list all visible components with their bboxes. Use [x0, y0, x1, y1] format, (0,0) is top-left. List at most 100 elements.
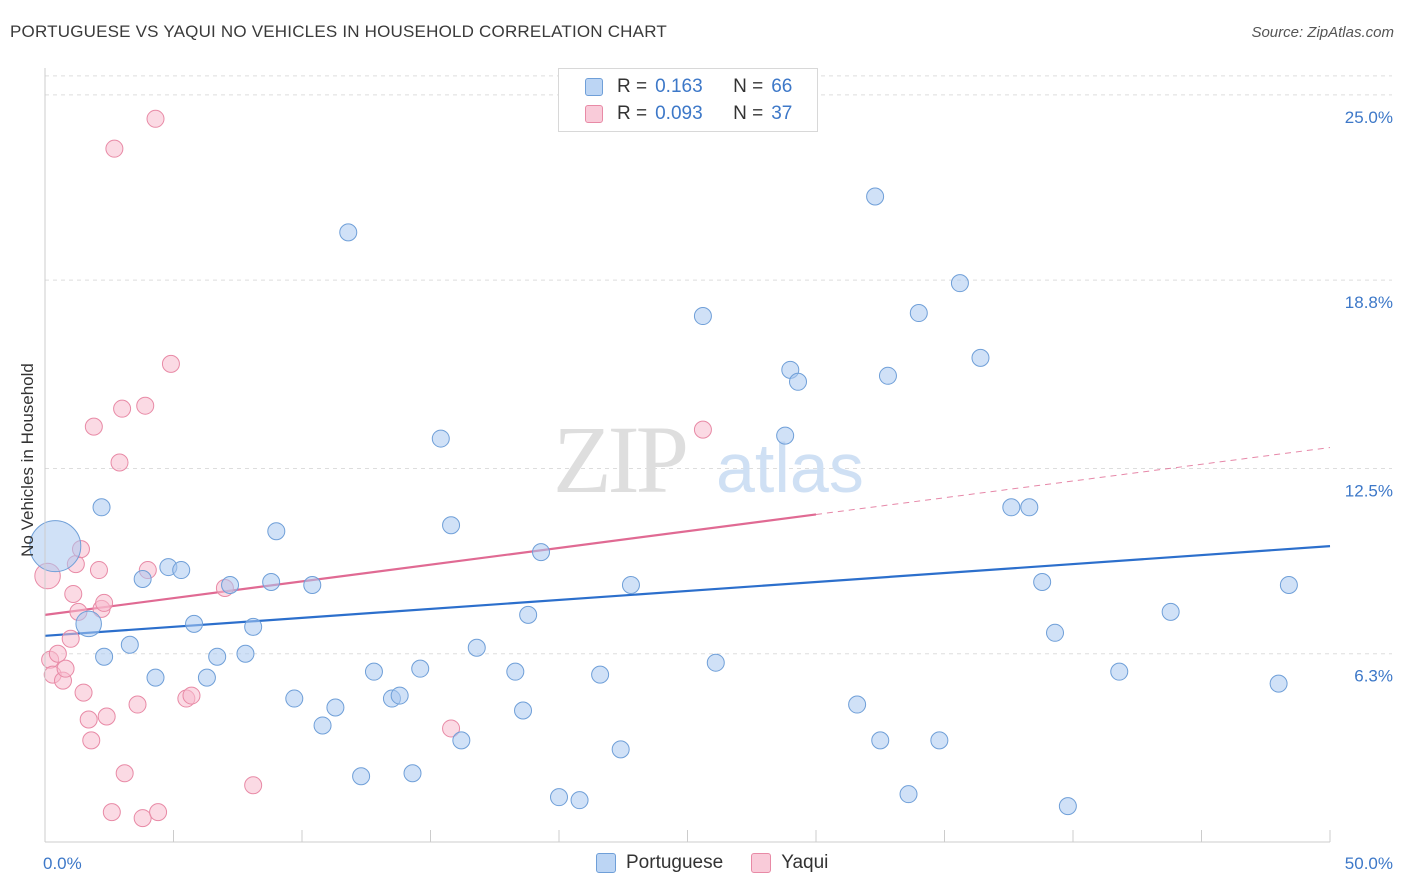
portuguese-point: [390, 686, 409, 705]
correlation-legend: R = 0.163 N = 66 R = 0.093 N = 37: [558, 68, 818, 132]
yaqui-point: [64, 584, 83, 603]
portuguese-point: [1161, 602, 1180, 621]
y-tick-label: 12.5%: [1345, 481, 1393, 500]
portuguese-point: [878, 366, 897, 385]
r-value: 0.163: [655, 76, 703, 97]
yaqui-point: [89, 561, 108, 580]
portuguese-point: [871, 731, 890, 750]
portuguese-point: [313, 716, 332, 735]
portuguese-point: [221, 575, 240, 594]
y-axis-label: No Vehicles in Household: [18, 363, 37, 557]
yaqui-point: [84, 417, 103, 436]
portuguese-point: [197, 668, 216, 687]
yaqui-point: [161, 354, 180, 373]
yaqui-point: [133, 809, 152, 828]
portuguese-point: [172, 561, 191, 580]
portuguese-point: [262, 573, 281, 592]
n-label: N =: [733, 76, 764, 97]
portuguese-point: [244, 617, 263, 636]
portuguese-point: [706, 653, 725, 672]
yaqui-point: [110, 453, 129, 472]
yaqui-point: [74, 683, 93, 702]
portuguese-point: [514, 701, 533, 720]
yaqui-label: Yaqui: [781, 852, 829, 873]
yaqui-point: [136, 396, 155, 415]
portuguese-point: [185, 614, 204, 633]
n-label: N =: [733, 103, 764, 124]
portuguese-point: [95, 647, 114, 666]
y-tick-label: 25.0%: [1345, 108, 1393, 127]
legend-item-portuguese: Portuguese: [596, 852, 723, 874]
portuguese-point: [364, 662, 383, 681]
axes: [44, 68, 1331, 843]
portuguese-point: [339, 223, 358, 242]
portuguese-point: [452, 731, 471, 750]
yaqui-swatch: [751, 853, 772, 873]
portuguese-point: [303, 575, 322, 594]
portuguese-point: [208, 647, 227, 666]
watermark: ZIP atlas: [553, 406, 864, 513]
yaqui-point: [105, 139, 124, 158]
portuguese-point: [506, 662, 525, 681]
portuguese-point: [776, 426, 795, 445]
portuguese-point: [591, 665, 610, 684]
yaqui-point: [442, 719, 461, 738]
gridlines: [45, 75, 1392, 655]
yaqui-trend-line: [44, 513, 817, 616]
portuguese-point: [1002, 498, 1021, 517]
r-value: 0.093: [655, 103, 703, 124]
portuguese-point: [29, 520, 82, 573]
yaqui-point: [102, 803, 121, 822]
yaqui-point: [61, 629, 80, 648]
yaqui-swatch: [585, 105, 603, 123]
portuguese-point: [133, 570, 152, 589]
portuguese-swatch: [596, 853, 616, 873]
portuguese-point: [92, 498, 111, 517]
portuguese-point: [621, 575, 640, 594]
n-value: 66: [771, 76, 793, 97]
trend-lines: [44, 447, 1331, 637]
portuguese-point: [909, 304, 928, 323]
source-label: Source: ZipAtlas.com: [1251, 24, 1394, 41]
yaqui-point: [97, 707, 116, 726]
portuguese-point: [1058, 797, 1077, 816]
yaqui-point: [56, 659, 75, 678]
yaqui-point: [182, 686, 201, 705]
portuguese-point: [285, 689, 304, 708]
n-value: 37: [771, 103, 793, 124]
yaqui-point: [95, 593, 114, 612]
portuguese-point: [120, 635, 139, 654]
portuguese-label: Portuguese: [626, 852, 724, 873]
portuguese-point: [146, 668, 165, 687]
portuguese-point: [930, 731, 949, 750]
x-tick-label: 50.0%: [1345, 854, 1393, 873]
portuguese-point: [75, 610, 102, 638]
portuguese-point: [1046, 623, 1065, 642]
legend-row-portuguese: R = 0.163 N = 66: [585, 75, 792, 99]
portuguese-point: [550, 788, 568, 807]
yaqui-point: [149, 803, 168, 822]
tick-labels: 6.3% 12.5% 18.8% 25.0% 0.0% 50.0%: [43, 108, 1393, 873]
portuguese-point: [1033, 573, 1052, 592]
portuguese-point: [899, 785, 918, 804]
legend-row-yaqui: R = 0.093 N = 37: [585, 102, 792, 126]
portuguese-point: [411, 659, 430, 678]
portuguese-point: [570, 791, 589, 810]
portuguese-point: [352, 767, 371, 786]
yaqui-point: [128, 695, 147, 714]
portuguese-point: [326, 698, 345, 717]
yaqui-point: [115, 764, 134, 783]
portuguese-point: [1110, 662, 1129, 681]
portuguese-point: [267, 522, 286, 541]
portuguese-swatch: [585, 78, 603, 96]
legend-item-yaqui: Yaqui: [751, 852, 828, 874]
yaqui-point: [82, 731, 101, 750]
chart-title: PORTUGUESE VS YAQUI NO VEHICLES IN HOUSE…: [10, 22, 667, 41]
portuguese-point: [431, 429, 450, 448]
yaqui-point: [48, 644, 67, 663]
portuguese-point: [971, 348, 990, 367]
y-tick-label: 6.3%: [1354, 667, 1393, 686]
portuguese-point: [866, 187, 885, 206]
portuguese-point: [1020, 498, 1039, 517]
